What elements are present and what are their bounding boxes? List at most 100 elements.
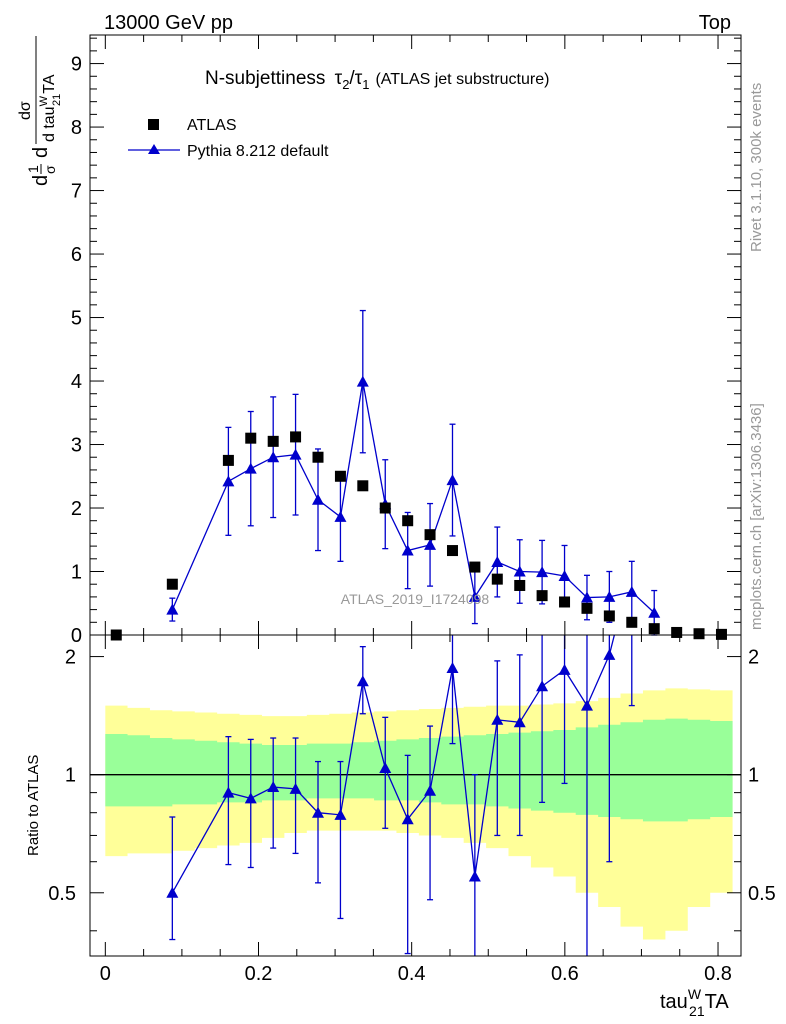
ratio-pythia-point (446, 662, 459, 674)
pythia-point (648, 606, 661, 618)
atlas-point (693, 628, 705, 640)
ylabel-den: d tauW21TA (38, 74, 63, 142)
xlabel-base: tau (660, 991, 688, 1013)
ylabel-d: d (30, 147, 52, 158)
ratio-pythia-point (166, 886, 179, 898)
main-axes: 0 1 2 3 4 5 6 7 8 9 (71, 35, 741, 647)
title-tau2: τ (335, 68, 343, 89)
y-tick-label: 3 (71, 435, 82, 457)
pythia-point (536, 566, 549, 578)
y-tick-label: 6 (71, 244, 82, 266)
pythia-point (356, 375, 369, 387)
title-tau1: τ (355, 68, 363, 89)
title-tau1-sub: 1 (362, 77, 369, 92)
ratio-pythia-point (334, 808, 347, 820)
y-tick-label: 8 (71, 117, 82, 139)
ratio-pythia-point (356, 675, 369, 687)
ratio-y-tick-label-right: 0.5 (748, 883, 776, 905)
y-tick-label: 2 (71, 498, 82, 520)
legend-atlas-label: ATLAS (187, 117, 237, 134)
xlabel-sub: 21 (689, 1003, 705, 1019)
ratio-series (166, 635, 635, 956)
energy-label: 13000 GeV pp (104, 12, 233, 34)
pythia-point (334, 510, 347, 522)
atlas-point (469, 561, 481, 573)
ratio-plot-marks (90, 635, 741, 956)
process-label: Top (699, 12, 731, 34)
atlas-point (559, 596, 571, 608)
ratio-pythia-point (558, 663, 571, 675)
ratio-pythia-point (244, 792, 257, 804)
x-tick-label: 0.8 (704, 963, 732, 985)
y-tick-label: 7 (71, 181, 82, 203)
x-tick-label: 0.2 (245, 963, 273, 985)
legend: ATLAS Pythia 8.212 default (128, 117, 329, 160)
legend-pythia-label: Pythia 8.212 default (187, 143, 329, 160)
xlabel-tail: TA (705, 991, 730, 1013)
ratio-y-tick-label-right: 2 (748, 647, 759, 669)
atlas-point (357, 480, 369, 492)
y-tick-label: 4 (71, 371, 82, 393)
pythia-line (171, 381, 655, 614)
ratio-y-tick-label: 2 (65, 647, 76, 669)
atlas-point (267, 435, 279, 447)
ratio-panel: 0 0.2 0.4 0.6 0.8 0.5 0.5 1 1 2 2 Ratio to ATLAS t… (25, 634, 776, 1019)
ratio-pythia-point (491, 713, 504, 725)
pythia-point (558, 569, 571, 581)
ratio-ylabel: Ratio to ATLAS (25, 755, 42, 856)
ratio-pythia-point (222, 786, 235, 798)
main-plot-marks (110, 309, 727, 641)
atlas-point (402, 515, 414, 527)
ratio-y-tick-label: 0.5 (48, 883, 76, 905)
ylabel-den-base: d tau (41, 106, 58, 142)
atlas-point (424, 529, 436, 541)
legend-pythia-marker (148, 144, 160, 154)
atlas-point (379, 502, 391, 514)
atlas-point (671, 626, 683, 638)
y-tick-label: 0 (71, 625, 82, 647)
ylabel-frac-den: σ (42, 165, 58, 174)
atlas-point (290, 431, 302, 443)
ratio-pythia-point (267, 781, 280, 793)
pythia-point (468, 590, 481, 602)
ratio-pythia-point (468, 870, 481, 882)
ratio-y-tick-label-right: 1 (748, 765, 759, 787)
x-tick-label: 0.4 (398, 963, 426, 985)
atlas-point (603, 610, 615, 622)
y-tick-label: 5 (71, 308, 82, 330)
ratio-band-inner (105, 718, 733, 822)
pythia-point (244, 462, 257, 474)
legend-atlas-marker (148, 119, 159, 130)
atlas-point (514, 579, 526, 591)
ratio-pythia-point (580, 699, 593, 711)
y-tick-label: 1 (71, 562, 82, 584)
main-panel: 0 1 2 3 4 5 6 7 8 9 ATLAS_2019_I1724098 N-subjett… (17, 34, 742, 647)
pythia-point (267, 451, 280, 463)
atlas-point (536, 590, 548, 602)
chart-title: N-subjettiness τ2/τ1 (ATLAS jet substruct… (205, 68, 549, 92)
ylabel-num: dσ (17, 101, 34, 120)
pythia-point (401, 544, 414, 556)
atlas-point (491, 573, 503, 585)
ylabel-frac-num: 1 (25, 165, 41, 173)
main-ylabel: d 1 σ d dσ d tauW21TA (17, 36, 63, 186)
title-suffix: (ATLAS jet substructure) (375, 71, 549, 88)
ratio-frame (89, 634, 742, 957)
ylabel-prefix: d (30, 175, 52, 186)
ylabel-den-tail: TA (41, 74, 58, 94)
title-slash: / (349, 68, 355, 89)
ratio-pythia-point (289, 782, 302, 794)
pythia-point (222, 475, 235, 487)
pythia-point (580, 591, 593, 603)
y-tick-label: 9 (71, 54, 82, 76)
x-tick-label: 0.6 (551, 963, 579, 985)
x-tick-label: 0 (100, 963, 111, 985)
watermark: ATLAS_2019_I1724098 (341, 591, 490, 607)
title-main: N-subjettiness (205, 68, 325, 89)
ratio-pythia-point (603, 648, 616, 660)
atlas-point (222, 454, 234, 466)
pythia-point (491, 555, 504, 567)
atlas-point (715, 628, 727, 640)
pythia-point (289, 448, 302, 460)
